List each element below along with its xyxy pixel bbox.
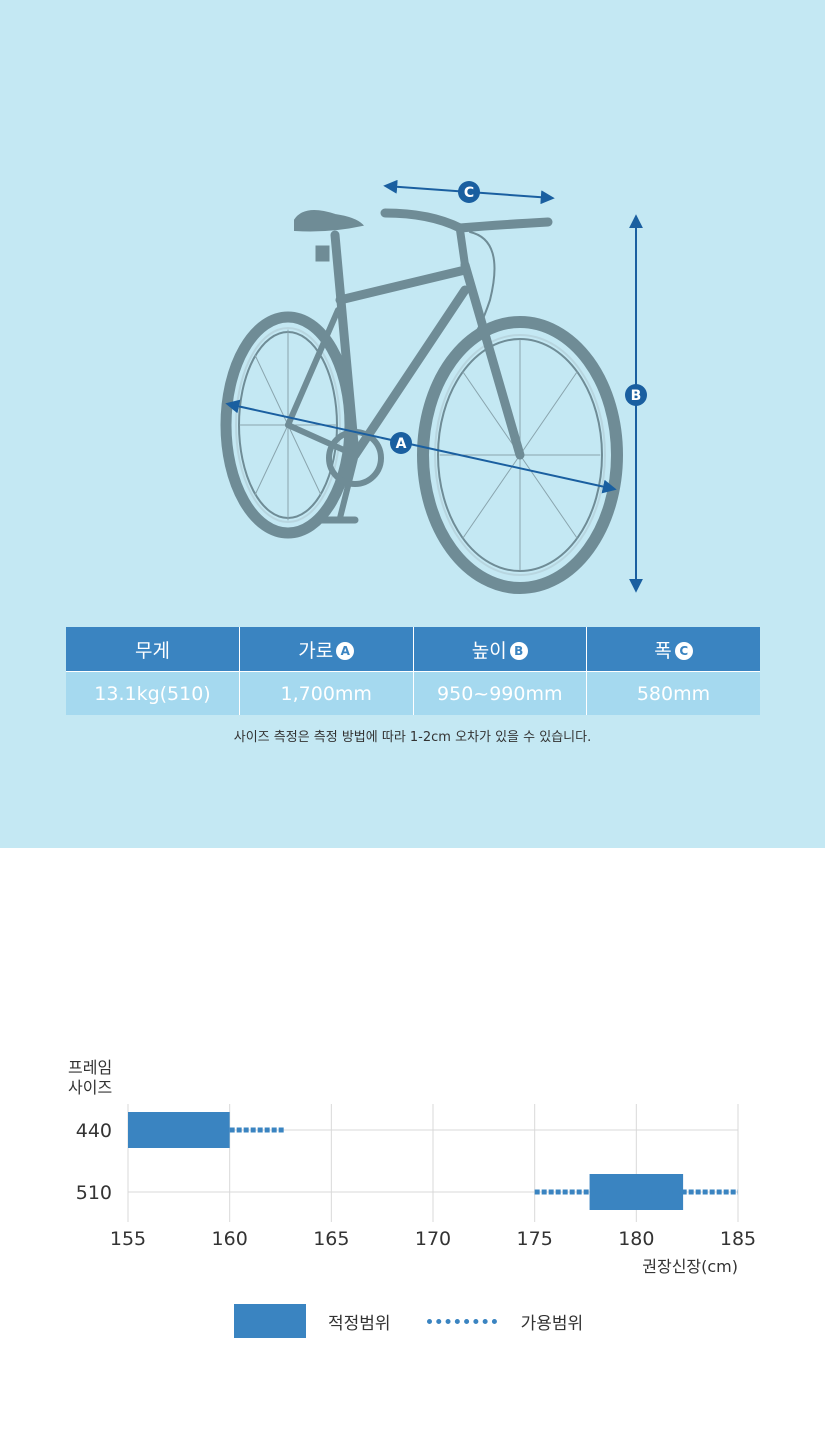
spec-value-row: 13.1kg(510) 1,700mm 950~990mm 580mm	[66, 671, 760, 715]
y-tick-label: 510	[76, 1182, 112, 1204]
dimension-b-label: B	[631, 388, 642, 404]
x-axis-title: 권장신장(cm)	[642, 1257, 738, 1276]
bar-optimal-range	[128, 1112, 230, 1148]
value-height: 950~990mm	[412, 671, 587, 715]
header-weight: 무게	[66, 627, 240, 672]
bicycle-image	[220, 208, 623, 594]
marker-c-badge: C	[674, 641, 693, 660]
y-tick-label: 440	[76, 1120, 112, 1142]
y-axis-title-line2: 사이즈	[68, 1078, 112, 1097]
x-tick-label: 165	[313, 1228, 349, 1250]
dimension-a-label: A	[396, 436, 407, 452]
bike-illustration: C B A	[220, 179, 647, 594]
legend-dotted-swatch	[426, 1318, 497, 1324]
y-axis-title-line1: 프레임	[68, 1058, 112, 1077]
dimension-b-marker: B	[625, 384, 647, 406]
chart-legend: 적정범위 가용범위	[234, 1304, 583, 1338]
header-height: 높이 B	[412, 627, 587, 672]
x-tick-label: 185	[720, 1228, 756, 1250]
measurement-note: 사이즈 측정은 측정 방법에 따라 1-2cm 오차가 있을 수 있습니다.	[233, 730, 592, 745]
frame-size-chart: 프레임 사이즈 440 510 155 160 165 170 175 180 185 권장신…	[68, 1058, 756, 1276]
x-tick-label: 155	[110, 1228, 146, 1250]
dimension-a-marker: A	[390, 432, 412, 454]
legend-solid-label: 적정범위	[328, 1313, 391, 1334]
x-tick-label: 170	[415, 1228, 451, 1250]
marker-a-badge: A	[336, 641, 355, 660]
legend-solid-swatch	[234, 1304, 306, 1338]
value-width: 580mm	[586, 671, 760, 715]
x-tick-label: 175	[517, 1228, 553, 1250]
header-length: 가로 A	[239, 627, 413, 672]
dimension-c-marker: C	[458, 181, 480, 203]
x-tick-label: 180	[618, 1228, 654, 1250]
legend-dotted-label: 가용범위	[520, 1313, 584, 1334]
marker-b-badge: B	[509, 641, 528, 660]
value-weight: 13.1kg(510)	[66, 671, 240, 715]
dimension-c-label: C	[464, 185, 474, 201]
value-length: 1,700mm	[239, 671, 413, 715]
x-tick-label: 160	[212, 1228, 248, 1250]
